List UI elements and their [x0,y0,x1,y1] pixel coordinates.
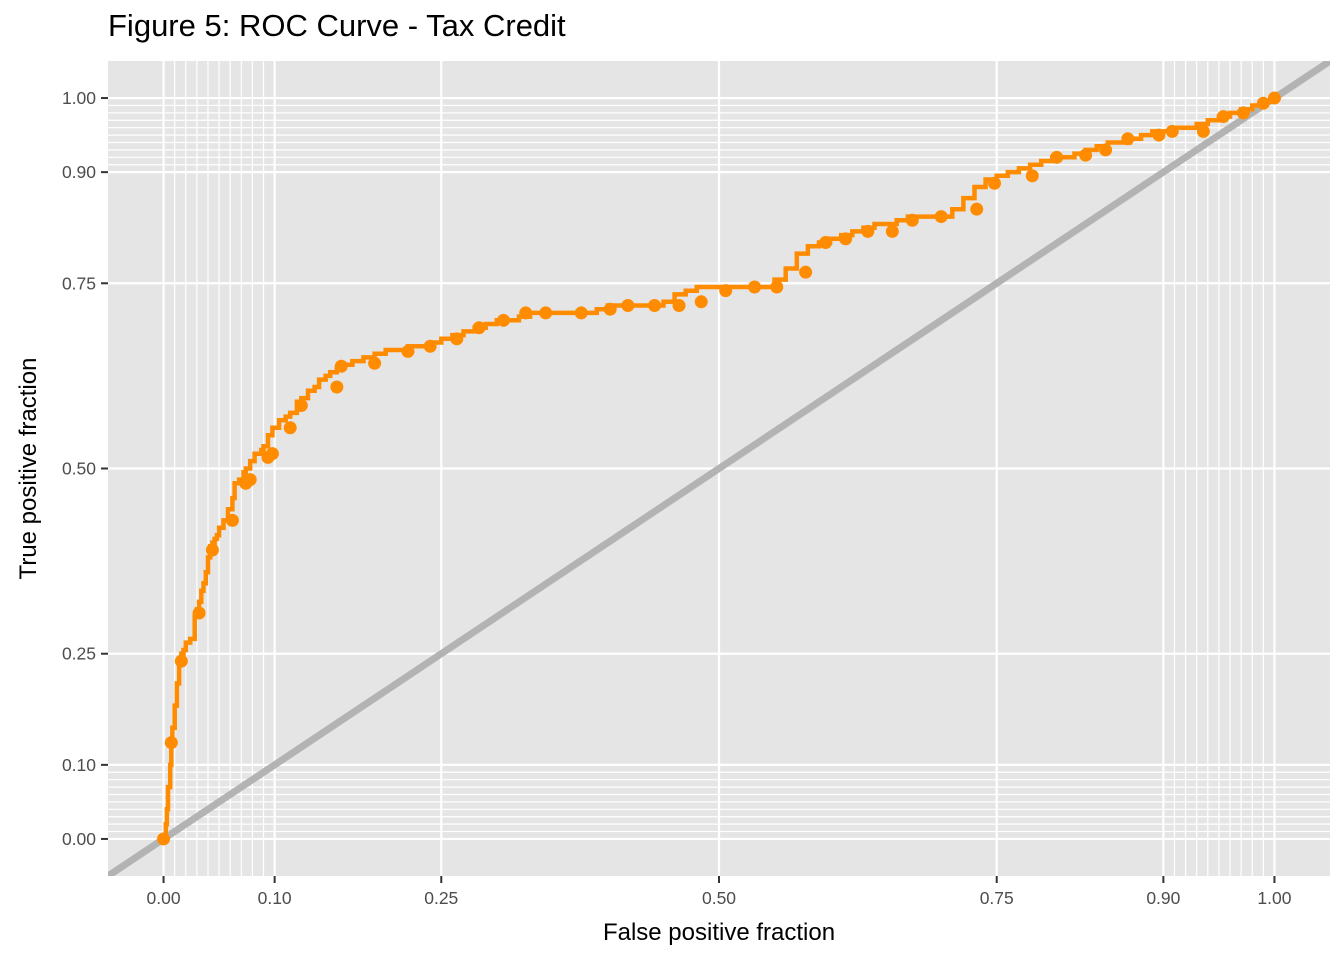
x-tick-label: 1.00 [1257,888,1291,908]
roc-point [1236,106,1250,120]
roc-point [283,421,297,435]
y-tick-label: 0.75 [62,273,96,293]
x-tick-label: 0.50 [702,888,736,908]
roc-point [861,224,875,238]
roc-point [839,232,853,246]
reference-line-group [108,61,1330,876]
roc-point [334,359,348,373]
roc-point [672,299,686,312]
roc-point [174,654,188,668]
y-tick-label: 0.10 [62,755,96,775]
reference-line [108,61,1330,876]
y-tick-label: 1.00 [62,88,96,108]
roc-point [934,210,948,224]
roc-point [496,313,510,327]
roc-point [770,280,784,294]
y-axis-title: True positive fraction [15,358,42,580]
roc-point [205,543,219,557]
roc-point [1152,128,1166,142]
roc-point [719,284,733,298]
roc-point [164,736,178,750]
roc-point [519,306,533,320]
roc-point [621,299,635,312]
roc-point [1079,148,1093,162]
roc-point [294,399,308,413]
roc-point [574,306,588,320]
roc-point [368,356,382,370]
roc-point [748,280,762,294]
roc-point [225,513,239,527]
y-tick-label: 0.25 [62,644,96,664]
roc-point [423,339,437,353]
x-tick-label: 0.90 [1146,888,1180,908]
x-tick-label: 0.00 [147,888,181,908]
roc-point [330,380,344,394]
roc-point [1256,96,1270,110]
x-tick-label: 0.75 [980,888,1014,908]
roc-point [648,299,662,312]
roc-point [1216,110,1230,124]
roc-point [157,832,171,846]
roc-point [1025,169,1039,183]
roc-point [970,202,984,216]
roc-point [885,224,899,238]
roc-points-group [157,91,1281,846]
roc-point [1267,91,1281,105]
x-tick-label: 0.25 [424,888,458,908]
roc-point [401,344,415,358]
roc-point [694,295,708,309]
roc-point [192,606,206,620]
roc-point [265,447,279,461]
y-tick-label: 0.50 [62,459,96,479]
x-axis-title: False positive fraction [603,919,835,946]
roc-point [1196,124,1210,138]
roc-point [799,265,813,279]
roc-point [243,473,257,487]
chart-title: Figure 5: ROC Curve - Tax Credit [108,8,566,43]
roc-point [472,321,486,335]
roc-point [1121,132,1135,146]
roc-point [603,302,617,316]
y-tick-label: 0.00 [62,829,96,849]
y-tick-label: 0.90 [62,162,96,182]
roc-point [1099,143,1113,157]
y-axis-ticks: 0.00 0.10 0.25 0.50 0.75 0.90 1.00 [62,88,108,849]
x-axis-ticks: 0.00 0.10 0.25 0.50 0.75 0.90 1.00 [147,876,1292,908]
roc-point [819,236,833,250]
roc-point [905,213,919,227]
roc-point [1050,150,1064,164]
roc-point [988,176,1002,190]
roc-point [450,332,464,346]
roc-point [539,306,553,320]
x-tick-label: 0.10 [258,888,292,908]
roc-point [1165,124,1179,138]
